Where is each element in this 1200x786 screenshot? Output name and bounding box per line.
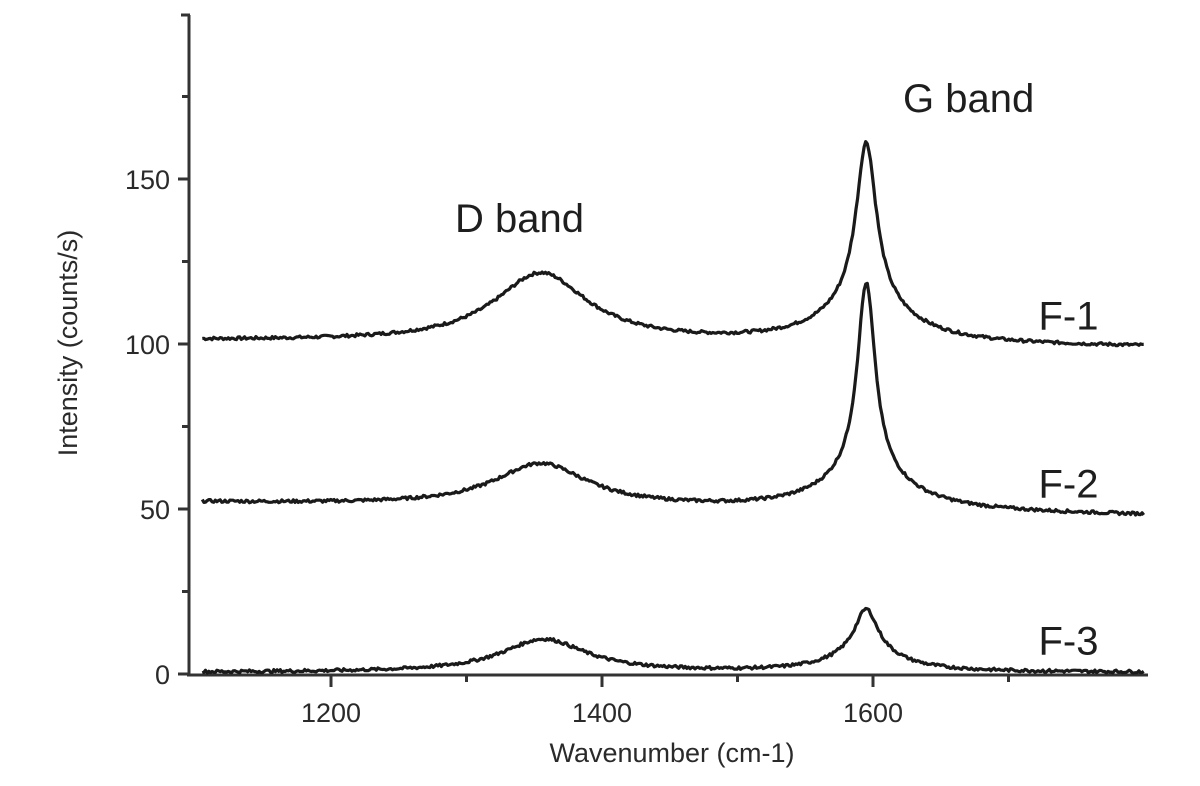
series-f-1-line xyxy=(202,140,1144,348)
axes: 0 50 100 150 1200 1400 1600 xyxy=(125,13,1148,728)
y-axis-title: Intensity (counts/s) xyxy=(53,230,83,457)
series-labels: F-1 F-2 F-3 xyxy=(1039,294,1099,663)
x-tick-label: 1400 xyxy=(572,698,632,728)
series-group xyxy=(200,140,1145,675)
y-tick-label: 50 xyxy=(140,495,170,525)
series-label-f-1: F-1 xyxy=(1039,294,1099,338)
d-band-annotation: D band xyxy=(455,197,584,241)
y-tick-label: 150 xyxy=(125,165,170,195)
x-tick-label: 1200 xyxy=(301,698,361,728)
series-label-f-2: F-2 xyxy=(1039,463,1099,507)
x-tick-label: 1600 xyxy=(843,698,903,728)
x-axis-title: Wavenumber (cm-1) xyxy=(549,738,794,768)
y-tick-label: 0 xyxy=(155,660,170,690)
g-band-annotation: G band xyxy=(903,77,1034,121)
series-f-3-line xyxy=(201,606,1145,675)
y-tick-label: 100 xyxy=(125,330,170,360)
series-f-2-line xyxy=(200,281,1145,517)
series-label-f-3: F-3 xyxy=(1039,619,1099,663)
y-ticks: 0 50 100 150 xyxy=(125,95,189,690)
x-ticks: 1200 1400 1600 xyxy=(301,675,1010,728)
